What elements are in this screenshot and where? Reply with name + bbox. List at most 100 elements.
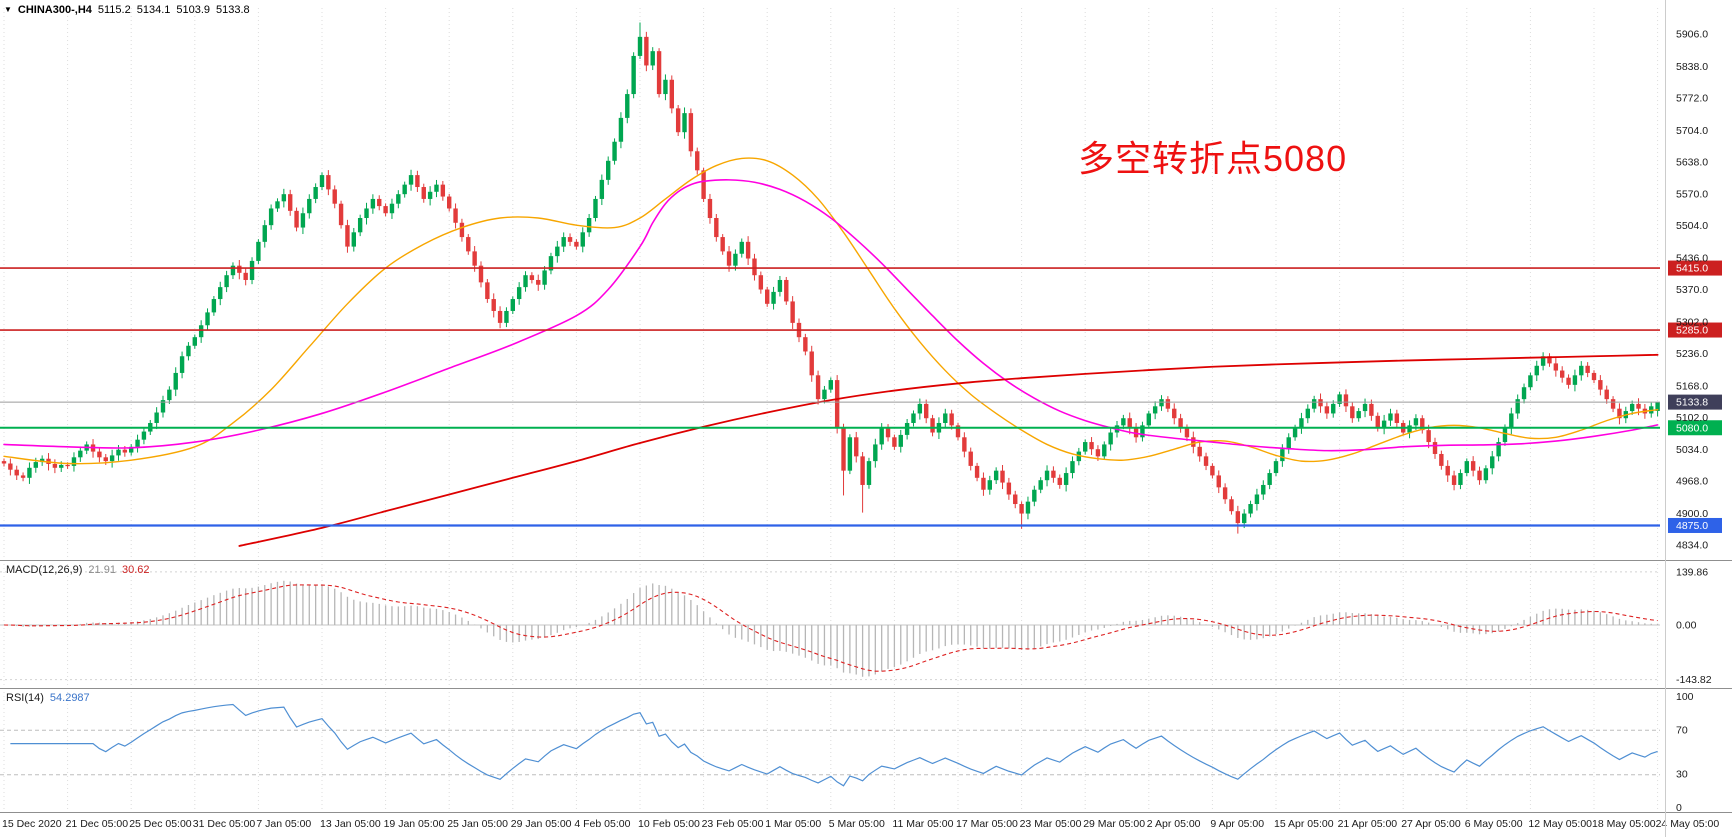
candle-body xyxy=(542,270,547,285)
candle-body xyxy=(1267,473,1272,485)
candle-body xyxy=(1102,444,1107,457)
hline-5080.0-badge xyxy=(1668,420,1722,436)
candle-body xyxy=(402,184,407,195)
candle-body xyxy=(675,108,681,133)
candle-body xyxy=(427,191,433,199)
candle-body xyxy=(1655,402,1660,411)
date-label: 6 May 05:00 xyxy=(1465,818,1523,830)
candle-body xyxy=(1375,415,1380,428)
candle-body xyxy=(1458,473,1463,485)
rsi-panel[interactable]: 100 70 30 0 xyxy=(0,691,1694,814)
candle-body xyxy=(644,36,649,66)
candle-body xyxy=(1184,427,1190,438)
candle-body xyxy=(650,51,655,66)
date-label: 25 Dec 05:00 xyxy=(129,818,192,830)
candle-body xyxy=(1,461,7,464)
ma-slow-red xyxy=(238,353,1659,547)
candle-body xyxy=(834,380,840,428)
price-tick-label: 5168.0 xyxy=(1676,380,1708,392)
candle-body xyxy=(873,444,878,462)
date-label: 13 Jan 05:00 xyxy=(320,818,381,830)
date-label: 18 May 05:00 xyxy=(1592,818,1656,830)
price-tick-label: 5772.0 xyxy=(1676,92,1708,104)
candle-body xyxy=(179,356,185,373)
candle-body xyxy=(523,275,528,288)
candle-body xyxy=(688,113,694,152)
candle-body xyxy=(160,400,166,413)
candle-body xyxy=(1617,408,1622,419)
candle-body xyxy=(1439,453,1444,466)
candle-body xyxy=(1178,418,1183,428)
time-axis[interactable]: 15 Dec 2020 21 Dec 05:00 25 Dec 05:00 31 De… xyxy=(2,818,1719,830)
candle-body xyxy=(510,299,515,311)
candle-body xyxy=(1311,399,1317,409)
candle-body xyxy=(720,237,725,252)
candle-body xyxy=(739,241,744,254)
candle-body xyxy=(154,412,159,423)
price-tick-label: 5436.0 xyxy=(1676,253,1708,265)
candle-body xyxy=(924,403,929,419)
candle-body xyxy=(892,437,897,447)
date-label: 23 Feb 05:00 xyxy=(702,818,764,830)
candle-body xyxy=(345,225,350,247)
candle-body xyxy=(1388,413,1393,421)
chart-shift-icon[interactable]: ▼ xyxy=(4,5,12,14)
candle-body xyxy=(669,79,674,109)
candle-body xyxy=(1076,451,1082,462)
candle-body xyxy=(396,194,401,204)
chart-title: ▼ CHINA300-,H4 5115.2 5134.1 5103.9 5133… xyxy=(4,4,250,16)
date-label: 7 Jan 05:00 xyxy=(256,818,311,830)
candle-body xyxy=(1426,430,1431,443)
candle-body xyxy=(332,189,337,204)
candle-body xyxy=(326,175,331,190)
price-tick-label: 5638.0 xyxy=(1676,156,1708,168)
candles-layer[interactable] xyxy=(1,22,1660,534)
candle-body xyxy=(981,477,986,490)
candle-body xyxy=(962,437,967,452)
candle-body xyxy=(1286,437,1291,450)
candle-body xyxy=(141,431,147,440)
bar-low-value: 5103.9 xyxy=(176,4,211,16)
date-label: 9 Apr 05:00 xyxy=(1210,818,1264,830)
candle-body xyxy=(1521,387,1527,400)
candle-body xyxy=(1585,365,1590,373)
price-axis[interactable]: 5906.0 5838.0 5772.0 5704.0 5638.0 5570.0 5504… xyxy=(1676,29,1708,552)
candle-body xyxy=(1318,399,1323,407)
date-label: 15 Dec 2020 xyxy=(2,818,62,830)
candle-body xyxy=(453,208,458,223)
candle-body xyxy=(1598,380,1603,390)
candle-body xyxy=(745,241,751,259)
candle-body xyxy=(440,184,446,197)
candle-body xyxy=(1140,425,1145,438)
hlines-layer[interactable]: 5415.0 5285.0 5080.0 4875.0 xyxy=(0,260,1722,533)
candle-body xyxy=(1451,475,1457,485)
candle-body xyxy=(307,198,312,214)
date-label: 27 Apr 05:00 xyxy=(1401,818,1461,830)
candle-body xyxy=(1146,413,1151,426)
price-tick-label: 5236.0 xyxy=(1676,348,1708,360)
candle-body xyxy=(103,457,108,462)
candle-body xyxy=(268,208,274,226)
price-tick-label: 5504.0 xyxy=(1676,220,1708,232)
candle-body xyxy=(497,310,503,323)
macd-panel[interactable]: 139.86 0.00 -143.82 xyxy=(0,566,1712,686)
price-tick-label: 5102.0 xyxy=(1676,412,1708,424)
candle-body xyxy=(574,241,579,247)
candle-body xyxy=(237,265,242,273)
candle-body xyxy=(847,437,853,471)
candle-body xyxy=(1407,425,1412,433)
candle-body xyxy=(1324,406,1330,414)
rsi-indicator-label: RSI(14) 54.2987 xyxy=(6,692,90,704)
candle-body xyxy=(167,389,172,401)
candle-body xyxy=(567,237,573,242)
candle-body xyxy=(536,279,541,285)
candle-body xyxy=(1470,461,1476,471)
candle-body xyxy=(695,151,700,171)
candle-body xyxy=(593,198,598,219)
candle-body xyxy=(1610,399,1616,409)
candle-body xyxy=(752,258,757,276)
candle-body xyxy=(485,282,490,300)
candle-body xyxy=(1572,375,1578,385)
candle-body xyxy=(803,337,808,352)
